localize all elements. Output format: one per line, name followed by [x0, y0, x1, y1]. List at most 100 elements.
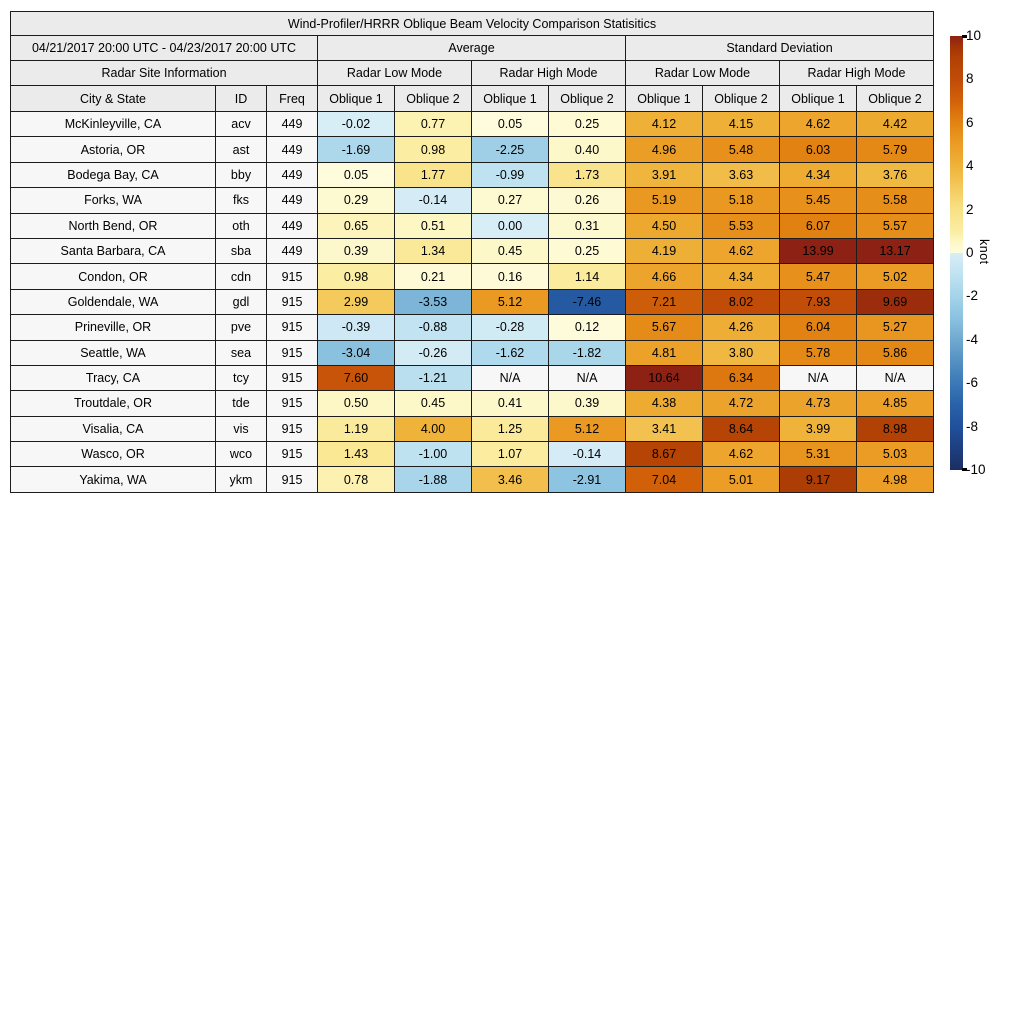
column-header-freq: Freq: [266, 85, 318, 112]
value-cell: 5.78: [779, 339, 857, 366]
city-cell: Seattle, WA: [10, 339, 216, 366]
value-cell: 0.05: [317, 161, 395, 189]
column-header-oblique1: Oblique 1: [779, 85, 857, 112]
value-cell: -0.28: [471, 314, 549, 341]
value-cell: 4.15: [702, 110, 780, 138]
value-cell: 0.51: [394, 212, 472, 239]
value-cell: 0.50: [317, 390, 395, 417]
colorbar-tick-label: 2: [966, 201, 974, 217]
column-header-oblique2: Oblique 2: [702, 85, 780, 112]
column-header-oblique1: Oblique 1: [471, 85, 549, 112]
value-cell: 0.00: [471, 212, 549, 239]
city-cell: Forks, WA: [10, 187, 216, 214]
id-cell: tde: [215, 390, 267, 417]
colorbar-tick-label: -8: [966, 418, 979, 434]
colorbar-tick-label: 10: [966, 28, 982, 43]
city-cell: Visalia, CA: [10, 415, 216, 443]
value-cell: 3.80: [702, 339, 780, 366]
group-header-standard-deviation: Standard Deviation: [625, 35, 934, 61]
value-cell: 6.34: [702, 364, 780, 392]
value-cell: -1.69: [317, 136, 395, 163]
id-cell: bby: [215, 161, 267, 189]
value-cell: 5.31: [779, 441, 857, 468]
id-cell: ykm: [215, 466, 267, 493]
colorbar-tick-label: 8: [966, 71, 974, 87]
freq-cell: 449: [266, 187, 318, 214]
id-cell: wco: [215, 441, 267, 468]
value-cell: 1.07: [471, 441, 549, 468]
value-cell: 0.45: [394, 390, 472, 417]
value-cell: N/A: [548, 364, 626, 392]
value-cell: -7.46: [548, 288, 626, 316]
colorbar-tick-label: -6: [966, 375, 979, 391]
value-cell: 5.19: [625, 187, 703, 214]
city-cell: Astoria, OR: [10, 136, 216, 163]
value-cell: 4.81: [625, 339, 703, 366]
value-cell: 5.57: [856, 212, 934, 239]
value-cell: 1.77: [394, 161, 472, 189]
value-cell: 8.02: [702, 288, 780, 316]
id-cell: cdn: [215, 263, 267, 290]
value-cell: 5.02: [856, 263, 934, 290]
column-header-id: ID: [215, 85, 267, 112]
column-header-oblique1: Oblique 1: [317, 85, 395, 112]
id-cell: sea: [215, 339, 267, 366]
table-row: Yakima, WA ykm 915 0.78 -1.88 3.46 -2.91 7.04 5.…: [10, 466, 934, 493]
value-cell: 0.65: [317, 212, 395, 239]
table-row: Tracy, CA tcy 915 7.60 -1.21 N/A N/A 10.64 6.34 N…: [10, 364, 934, 392]
value-cell: 0.31: [548, 212, 626, 239]
value-cell: 6.07: [779, 212, 857, 239]
value-cell: 9.17: [779, 466, 857, 493]
value-cell: 4.19: [625, 237, 703, 265]
value-cell: 0.40: [548, 136, 626, 163]
id-cell: oth: [215, 212, 267, 239]
value-cell: 4.38: [625, 390, 703, 417]
city-cell: Troutdale, OR: [10, 390, 216, 417]
value-cell: 4.00: [394, 415, 472, 443]
colorbar: [950, 36, 963, 470]
value-cell: 5.58: [856, 187, 934, 214]
city-cell: North Bend, OR: [10, 212, 216, 239]
value-cell: -1.88: [394, 466, 472, 493]
value-cell: 1.73: [548, 161, 626, 189]
value-cell: -1.00: [394, 441, 472, 468]
value-cell: 5.03: [856, 441, 934, 468]
value-cell: 0.05: [471, 110, 549, 138]
value-cell: -3.53: [394, 288, 472, 316]
city-cell: Wasco, OR: [10, 441, 216, 468]
value-cell: 6.04: [779, 314, 857, 341]
id-cell: fks: [215, 187, 267, 214]
value-cell: 3.76: [856, 161, 934, 189]
value-cell: 4.34: [779, 161, 857, 189]
group-header-std-low-mode: Radar Low Mode: [625, 60, 780, 86]
table-row: Wasco, OR wco 915 1.43 -1.00 1.07 -0.14 8.67 4.6…: [10, 441, 934, 468]
value-cell: 0.77: [394, 110, 472, 138]
freq-cell: 915: [266, 390, 318, 417]
city-cell: Tracy, CA: [10, 364, 216, 392]
value-cell: 1.34: [394, 237, 472, 265]
colorbar-unit-label: knot: [977, 239, 991, 265]
value-cell: 7.60: [317, 364, 395, 392]
value-cell: 4.62: [779, 110, 857, 138]
freq-cell: 449: [266, 136, 318, 163]
freq-cell: 449: [266, 212, 318, 239]
freq-cell: 915: [266, 339, 318, 366]
group-header-site-info: Radar Site Information: [10, 60, 318, 86]
value-cell: 0.98: [317, 263, 395, 290]
colorbar-tick-label: -2: [966, 288, 979, 304]
id-cell: ast: [215, 136, 267, 163]
column-header-city: City & State: [10, 85, 216, 112]
value-cell: 0.21: [394, 263, 472, 290]
value-cell: 4.12: [625, 110, 703, 138]
freq-cell: 915: [266, 364, 318, 392]
value-cell: 1.14: [548, 263, 626, 290]
value-cell: 3.91: [625, 161, 703, 189]
stats-table: Wind-Profiler/HRRR Oblique Beam Velocity…: [10, 11, 934, 493]
id-cell: acv: [215, 110, 267, 138]
group-header-avg-high-mode: Radar High Mode: [471, 60, 626, 86]
freq-cell: 449: [266, 237, 318, 265]
value-cell: 4.66: [625, 263, 703, 290]
value-cell: 5.47: [779, 263, 857, 290]
freq-cell: 449: [266, 110, 318, 138]
value-cell: -1.82: [548, 339, 626, 366]
